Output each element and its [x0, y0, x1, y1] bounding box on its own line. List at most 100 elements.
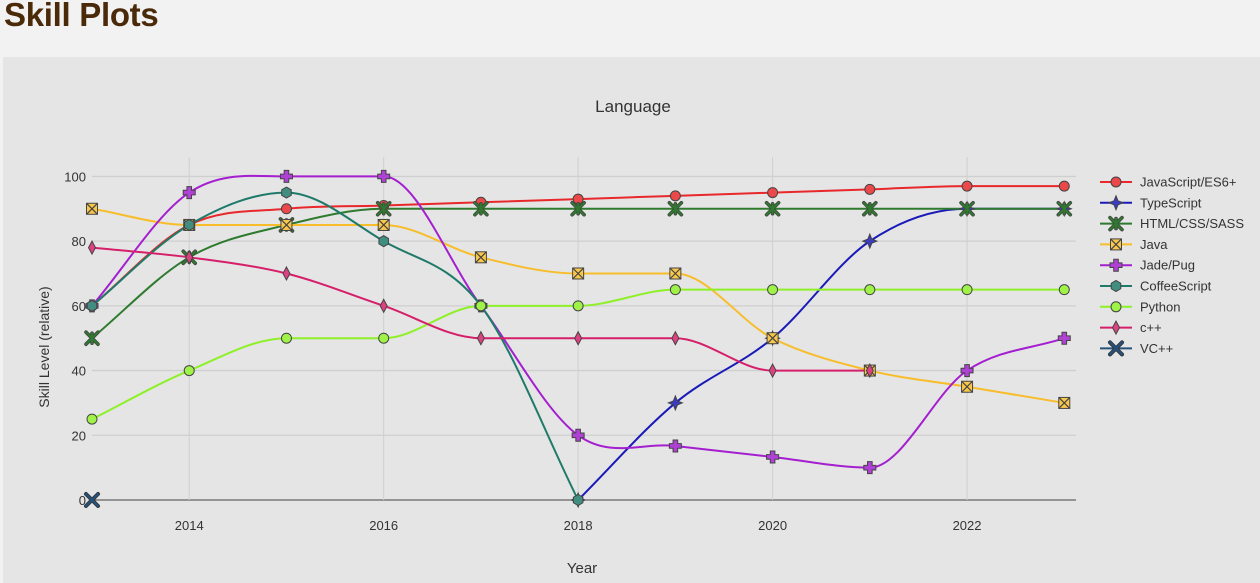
axis-ticks: 0 20 40 60 80 100 2014 2016 2018 2020 2022	[64, 169, 981, 533]
data-point-python	[669, 284, 681, 296]
data-point-jade-pug	[1057, 331, 1071, 345]
data-point-jade-pug	[279, 169, 293, 183]
legend-item-python[interactable]: Python	[1100, 299, 1180, 314]
data-point-coffeescript	[86, 299, 98, 312]
legend-item-coffeescript[interactable]: CoffeeScript	[1100, 279, 1212, 294]
data-point-jade-pug	[377, 169, 391, 183]
language-chart: Language Year Skill Level (relative) 0 20…	[36, 97, 1244, 577]
data-point-javascript-es6p	[280, 203, 292, 215]
legend-marker-vcpp	[1108, 340, 1124, 357]
data-point-javascript-es6p	[669, 190, 681, 202]
data-point-python	[572, 300, 584, 312]
data-point-typescript	[667, 394, 684, 412]
data-point-cpp	[185, 249, 194, 265]
data-point-html-css-sass	[84, 330, 100, 347]
data-point-cpp	[87, 240, 97, 256]
data-point-jade-pug	[668, 439, 682, 453]
x-tick-label: 2016	[369, 518, 398, 533]
data-point-vcpp	[84, 492, 100, 508]
data-point-jade-pug	[863, 461, 877, 475]
legend-item-vcpp[interactable]: VC++	[1100, 340, 1173, 357]
data-point-html-css-sass	[570, 200, 586, 217]
data-point-java	[377, 218, 390, 231]
legend-label: VC++	[1140, 341, 1173, 356]
data-point-java	[1058, 396, 1071, 409]
legend-marker-python	[1110, 301, 1122, 313]
data-point-html-css-sass	[1056, 200, 1073, 217]
data-point-jade-pug	[182, 186, 196, 200]
data-point-javascript-es6p	[961, 180, 973, 192]
legend-label: Python	[1140, 299, 1180, 314]
data-point-typescript	[861, 232, 879, 250]
y-tick-label: 0	[79, 493, 86, 508]
series-markers	[84, 169, 1073, 509]
legend-item-cpp[interactable]: c++	[1100, 320, 1162, 336]
data-point-java	[572, 267, 585, 280]
data-point-python	[475, 300, 487, 312]
data-point-javascript-es6p	[864, 183, 876, 195]
x-tick-label: 2018	[564, 518, 593, 533]
data-point-python	[378, 332, 390, 344]
chart-panel: Language Year Skill Level (relative) 0 20…	[3, 57, 1260, 583]
legend-label: CoffeeScript	[1140, 279, 1212, 294]
x-axis-label: Year	[567, 560, 597, 577]
data-point-java	[86, 202, 98, 215]
data-point-python	[1058, 284, 1070, 296]
data-point-python	[183, 365, 195, 377]
data-point-html-css-sass	[375, 200, 392, 217]
legend-marker-javascript-es6p	[1110, 176, 1122, 188]
legend-label: HTML/CSS/SASS	[1140, 216, 1244, 231]
y-tick-label: 40	[72, 364, 86, 379]
data-point-python	[961, 284, 973, 296]
data-point-cpp	[574, 330, 583, 346]
data-point-java	[961, 380, 974, 393]
data-point-cpp	[671, 330, 680, 346]
data-point-html-css-sass	[959, 200, 975, 217]
legend-item-html-css-sass[interactable]: HTML/CSS/SASS	[1100, 215, 1244, 232]
series-line-coffeescript	[92, 191, 580, 501]
data-point-coffeescript	[378, 235, 389, 248]
data-point-html-css-sass	[473, 200, 489, 217]
data-point-jade-pug	[766, 450, 780, 464]
data-point-jade-pug	[571, 428, 585, 442]
data-point-html-css-sass	[862, 200, 878, 217]
legend-marker-jade-pug	[1109, 258, 1123, 272]
legend-item-jade-pug[interactable]: Jade/Pug	[1100, 258, 1195, 273]
legend-label: TypeScript	[1140, 195, 1202, 210]
legend-label: Jade/Pug	[1140, 258, 1195, 273]
data-point-html-css-sass	[667, 200, 684, 217]
legend-item-javascript-es6p[interactable]: JavaScript/ES6+	[1100, 175, 1236, 190]
legend-item-java[interactable]: Java	[1100, 237, 1168, 252]
chart-legend[interactable]: JavaScript/ES6+ TypeScript HTML/CSS/SASS Ja…	[1100, 175, 1244, 357]
data-point-cpp	[768, 363, 777, 379]
x-tick-label: 2020	[758, 518, 787, 533]
series-line-html-css-sass	[92, 207, 1065, 339]
data-point-cpp	[379, 298, 388, 314]
data-point-javascript-es6p	[1058, 180, 1070, 192]
legend-label: Java	[1140, 237, 1168, 252]
data-point-javascript-es6p	[767, 187, 779, 199]
data-point-html-css-sass	[764, 200, 781, 217]
data-point-java	[669, 267, 682, 280]
y-axis-label: Skill Level (relative)	[36, 286, 52, 407]
data-point-coffeescript	[572, 493, 584, 507]
legend-item-typescript[interactable]: TypeScript	[1100, 194, 1202, 212]
data-point-cpp	[865, 363, 874, 379]
y-tick-label: 60	[72, 299, 86, 314]
legend-marker-coffeescript	[1110, 279, 1122, 293]
legend-marker-cpp	[1111, 320, 1121, 336]
legend-marker-java	[1110, 238, 1122, 251]
chart-title: Language	[595, 97, 671, 116]
data-point-cpp	[282, 265, 291, 282]
data-point-java	[766, 332, 779, 345]
data-point-python	[767, 284, 779, 296]
legend-marker-html-css-sass	[1108, 215, 1124, 232]
page-title: Skill Plots	[4, 0, 159, 33]
legend-marker-typescript	[1107, 194, 1125, 212]
data-point-python	[280, 332, 292, 344]
data-point-jade-pug	[960, 364, 974, 378]
data-point-cpp	[476, 330, 485, 346]
series-line-jade-pug	[92, 174, 1065, 469]
legend-label: JavaScript/ES6+	[1140, 175, 1236, 190]
series-line-typescript	[577, 207, 1065, 501]
